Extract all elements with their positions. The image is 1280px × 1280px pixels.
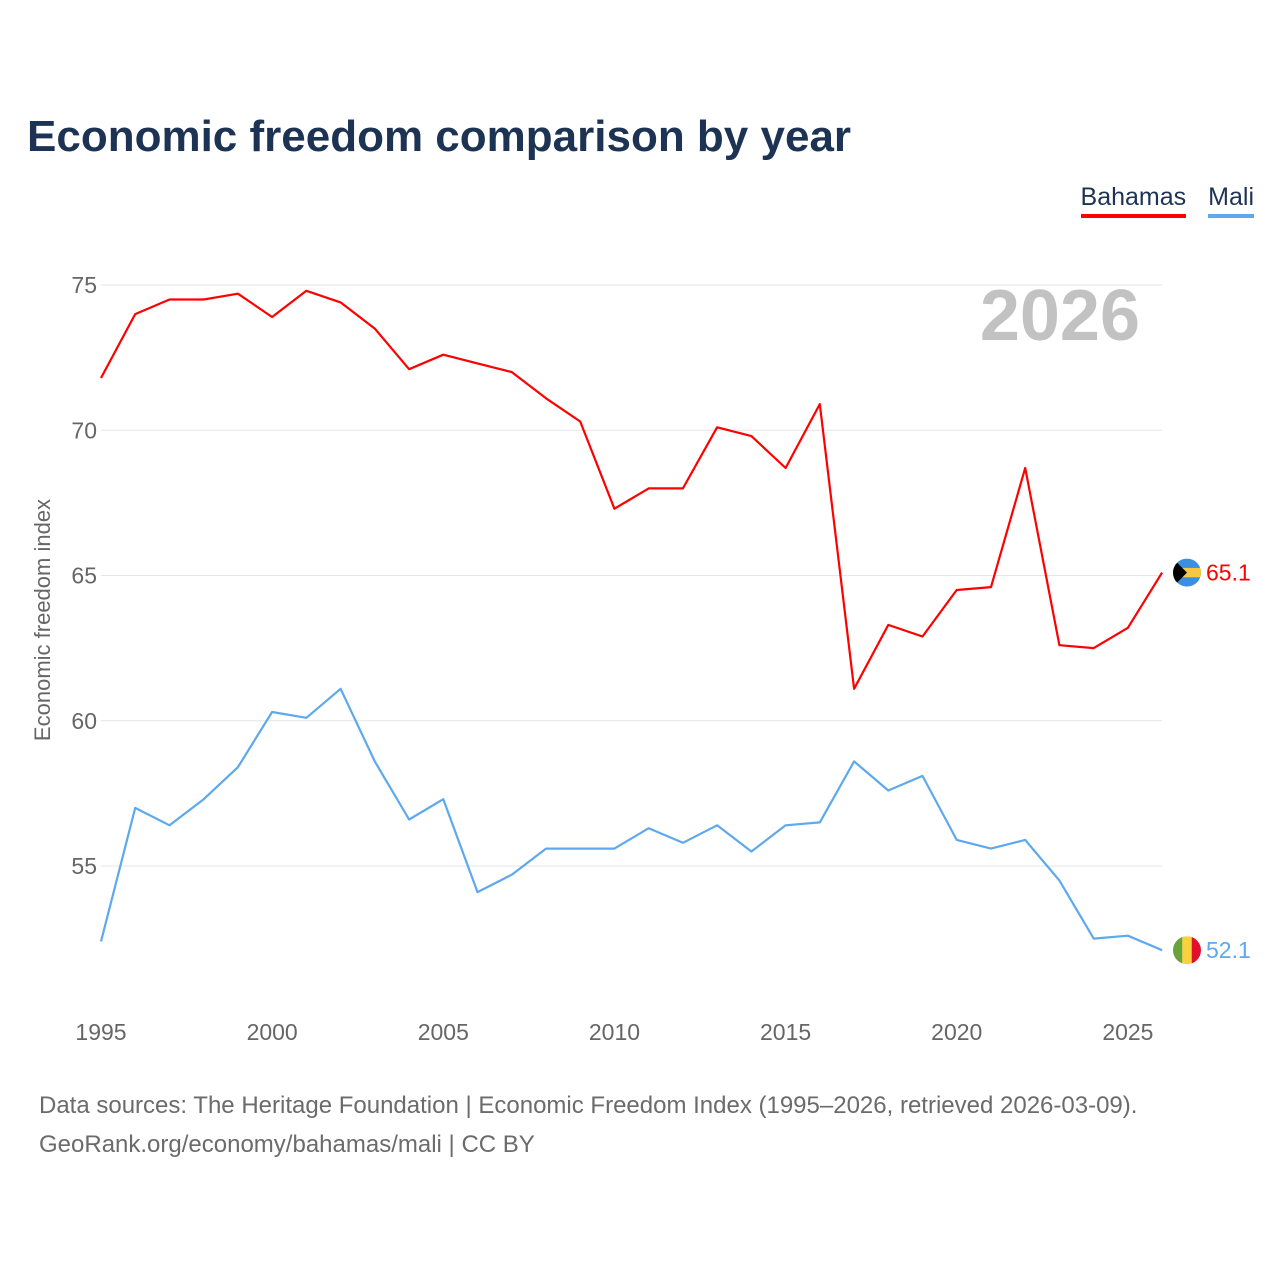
data-point <box>1092 937 1096 941</box>
data-point <box>236 765 240 769</box>
flag-bahamas-icon <box>1173 558 1201 587</box>
data-point <box>99 376 103 380</box>
flag-mali-icon <box>1173 936 1201 965</box>
data-point <box>1092 646 1096 650</box>
y-tick-label: 60 <box>71 708 97 734</box>
series-line-bahamas <box>100 289 1164 690</box>
data-point <box>202 298 206 302</box>
x-tick-label: 2000 <box>247 1019 298 1045</box>
data-point <box>544 847 548 851</box>
data-point <box>578 420 582 424</box>
data-point <box>784 823 788 827</box>
data-point <box>270 315 274 319</box>
data-point <box>681 841 685 845</box>
year-watermark: 2026 <box>980 276 1140 356</box>
data-point <box>339 300 343 304</box>
data-point <box>715 823 719 827</box>
data-point <box>1057 879 1061 883</box>
data-point <box>612 507 616 511</box>
end-label-mali: 52.1 <box>1206 937 1251 963</box>
data-point <box>1023 838 1027 842</box>
data-point <box>1126 934 1130 938</box>
data-point <box>373 759 377 763</box>
data-point <box>1057 643 1061 647</box>
data-point <box>441 797 445 801</box>
data-point <box>99 940 103 944</box>
data-point <box>921 635 925 639</box>
end-label-bahamas: 65.1 <box>1206 560 1251 586</box>
legend: Bahamas Mali <box>1080 183 1254 218</box>
data-point <box>544 396 548 400</box>
y-tick-label: 75 <box>71 272 97 298</box>
data-point <box>784 466 788 470</box>
legend-item-bahamas[interactable]: Bahamas <box>1080 183 1187 218</box>
data-point <box>749 849 753 853</box>
data-point <box>373 327 377 331</box>
data-point <box>818 820 822 824</box>
data-point <box>167 298 171 302</box>
legend-item-mali[interactable]: Mali <box>1208 183 1254 218</box>
x-tick-label: 2005 <box>418 1019 469 1045</box>
data-point <box>441 353 445 357</box>
y-tick-label: 65 <box>71 563 97 589</box>
footer: Data sources: The Heritage Foundation | … <box>39 1086 1137 1164</box>
data-point <box>1023 466 1027 470</box>
data-point <box>749 434 753 438</box>
data-point <box>612 847 616 851</box>
data-point <box>304 289 308 293</box>
data-point <box>955 838 959 842</box>
data-point <box>989 585 993 589</box>
data-point <box>921 774 925 778</box>
data-point <box>476 361 480 365</box>
data-point <box>852 687 856 691</box>
data-point <box>1160 571 1164 575</box>
x-tick-label: 2010 <box>589 1019 640 1045</box>
chart-title: Economic freedom comparison by year <box>27 112 852 161</box>
x-tick-label: 2020 <box>931 1019 982 1045</box>
data-point <box>476 890 480 894</box>
data-point <box>886 623 890 627</box>
x-tick-label: 2015 <box>760 1019 811 1045</box>
data-point <box>510 370 514 374</box>
x-tick-label: 1995 <box>75 1019 126 1045</box>
data-point <box>304 716 308 720</box>
data-point <box>1160 948 1164 952</box>
data-point <box>989 847 993 851</box>
data-point <box>510 873 514 877</box>
data-point <box>578 847 582 851</box>
data-point <box>202 797 206 801</box>
data-point <box>818 402 822 406</box>
data-point <box>681 486 685 490</box>
x-tick-label: 2025 <box>1102 1019 1153 1045</box>
data-point <box>167 823 171 827</box>
credit-text: GeoRank.org/economy/bahamas/mali | CC BY <box>39 1131 535 1158</box>
data-point <box>339 687 343 691</box>
data-point <box>407 818 411 822</box>
data-point <box>133 806 137 810</box>
y-tick-label: 55 <box>71 853 97 879</box>
data-point <box>647 486 651 490</box>
series-line-mali <box>99 687 1163 952</box>
data-point <box>236 292 240 296</box>
data-point <box>270 710 274 714</box>
data-point <box>715 425 719 429</box>
source-text: Data sources: The Heritage Foundation | … <box>39 1092 1138 1119</box>
y-tick-label: 70 <box>71 417 97 443</box>
y-axis-label: Economic freedom index <box>30 499 55 741</box>
data-point <box>955 588 959 592</box>
data-point <box>852 759 856 763</box>
data-point <box>1126 626 1130 630</box>
data-point <box>407 367 411 371</box>
data-point <box>886 788 890 792</box>
data-point <box>133 312 137 316</box>
data-point <box>647 826 651 830</box>
